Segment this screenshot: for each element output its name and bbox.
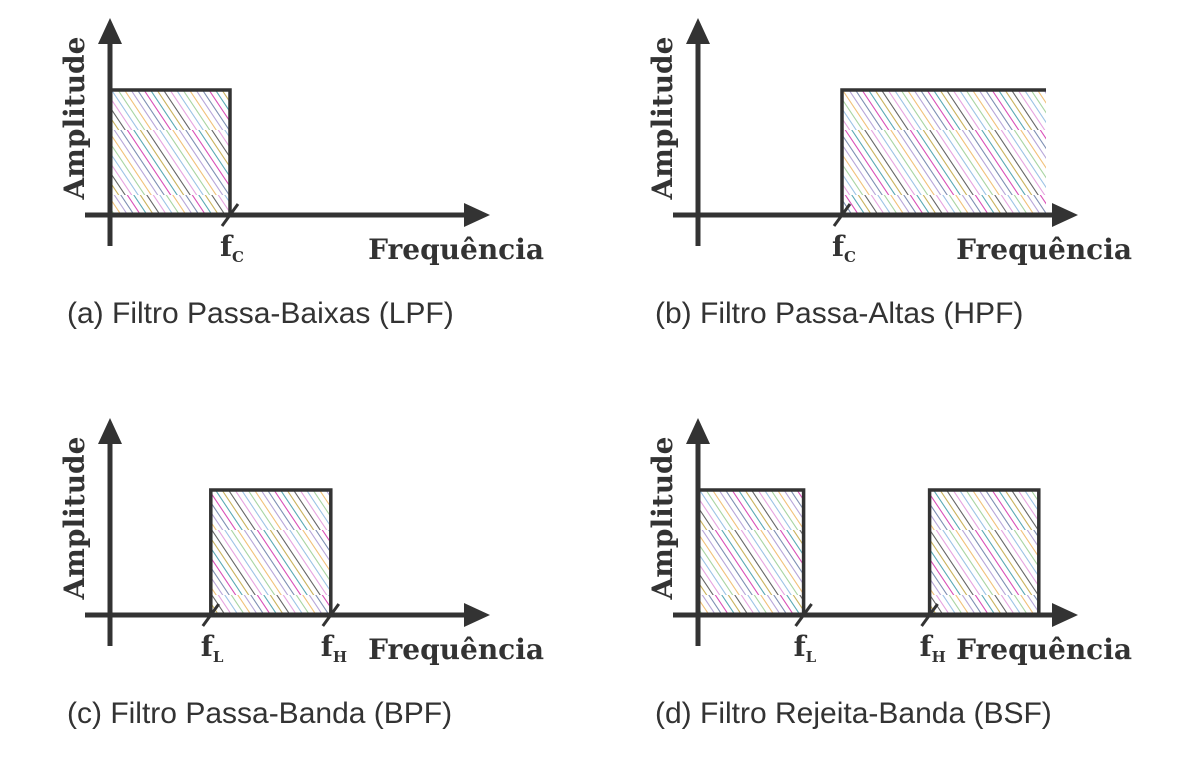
passband-outline bbox=[110, 88, 232, 215]
cutoff-label: fH bbox=[920, 630, 946, 666]
x-axis-label: Frequência bbox=[956, 633, 1132, 666]
panel-bsf: Amplitude Frequência fL fH (d) Filtro Rej… bbox=[646, 418, 1132, 730]
passband-group bbox=[110, 88, 232, 215]
y-axis-label: Amplitude bbox=[646, 37, 679, 201]
x-axis-label: Frequência bbox=[368, 633, 544, 666]
passband-fill bbox=[929, 490, 1039, 615]
cutoff-subscript: L bbox=[213, 648, 224, 666]
x-axis-arrow bbox=[1052, 603, 1078, 627]
x-axis-arrow bbox=[464, 203, 490, 227]
y-axis-arrow bbox=[98, 18, 122, 44]
y-axis-label: Amplitude bbox=[58, 437, 91, 601]
passband-group bbox=[209, 488, 333, 615]
cutoff-label: fL bbox=[201, 630, 224, 666]
panel-hpf: Amplitude Frequência fC (b) Filtro Passa… bbox=[646, 18, 1132, 330]
x-axis-label: Frequência bbox=[368, 233, 544, 266]
cutoff-tick bbox=[201, 603, 221, 627]
cutoff-subscript: C bbox=[844, 248, 856, 266]
cutoff-subscript: C bbox=[232, 248, 244, 266]
caption-a: (a) Filtro Passa-Baixas (LPF) bbox=[67, 297, 454, 330]
x-axis-arrow bbox=[1052, 203, 1078, 227]
y-axis-arrow bbox=[686, 18, 710, 44]
passband-outline bbox=[927, 488, 1041, 615]
caption-b: (b) Filtro Passa-Altas (HPF) bbox=[655, 297, 1023, 330]
y-axis-arrow bbox=[686, 418, 710, 444]
cutoff-label: fC bbox=[832, 230, 856, 266]
y-axis-arrow bbox=[98, 418, 122, 444]
passband-outline bbox=[840, 88, 1046, 215]
caption-d: (d) Filtro Rejeita-Banda (BSF) bbox=[655, 697, 1052, 730]
passband-outline bbox=[698, 488, 806, 615]
passband-group bbox=[698, 488, 1041, 615]
passband-fill bbox=[210, 490, 331, 615]
passband-outline bbox=[209, 488, 333, 615]
passband-fill bbox=[842, 90, 1046, 215]
passband-fill bbox=[110, 90, 230, 215]
cutoff-tick bbox=[794, 603, 813, 627]
x-axis-label: Frequência bbox=[956, 233, 1132, 266]
panel-lpf: Amplitude Frequência fC (a) Filtro Passa… bbox=[58, 18, 544, 330]
cutoff-tick bbox=[321, 603, 341, 627]
passband-fill bbox=[698, 490, 804, 615]
caption-c: (c) Filtro Passa-Banda (BPF) bbox=[67, 697, 452, 730]
passband-group bbox=[840, 88, 1046, 215]
y-axis-label: Amplitude bbox=[646, 437, 679, 601]
cutoff-subscript: H bbox=[932, 648, 946, 666]
panel-bpf: Amplitude Frequência fL fH (c) Filtro Pas… bbox=[58, 418, 544, 730]
cutoff-subscript: L bbox=[806, 648, 817, 666]
y-axis-label: Amplitude bbox=[58, 37, 91, 201]
cutoff-label: fH bbox=[321, 630, 347, 666]
cutoff-tick bbox=[920, 603, 939, 627]
cutoff-tick bbox=[832, 203, 852, 227]
x-axis-arrow bbox=[464, 603, 490, 627]
cutoff-tick bbox=[220, 203, 240, 227]
cutoff-subscript: H bbox=[333, 648, 347, 666]
cutoff-label: fL bbox=[794, 630, 817, 666]
cutoff-label: fC bbox=[220, 230, 244, 266]
